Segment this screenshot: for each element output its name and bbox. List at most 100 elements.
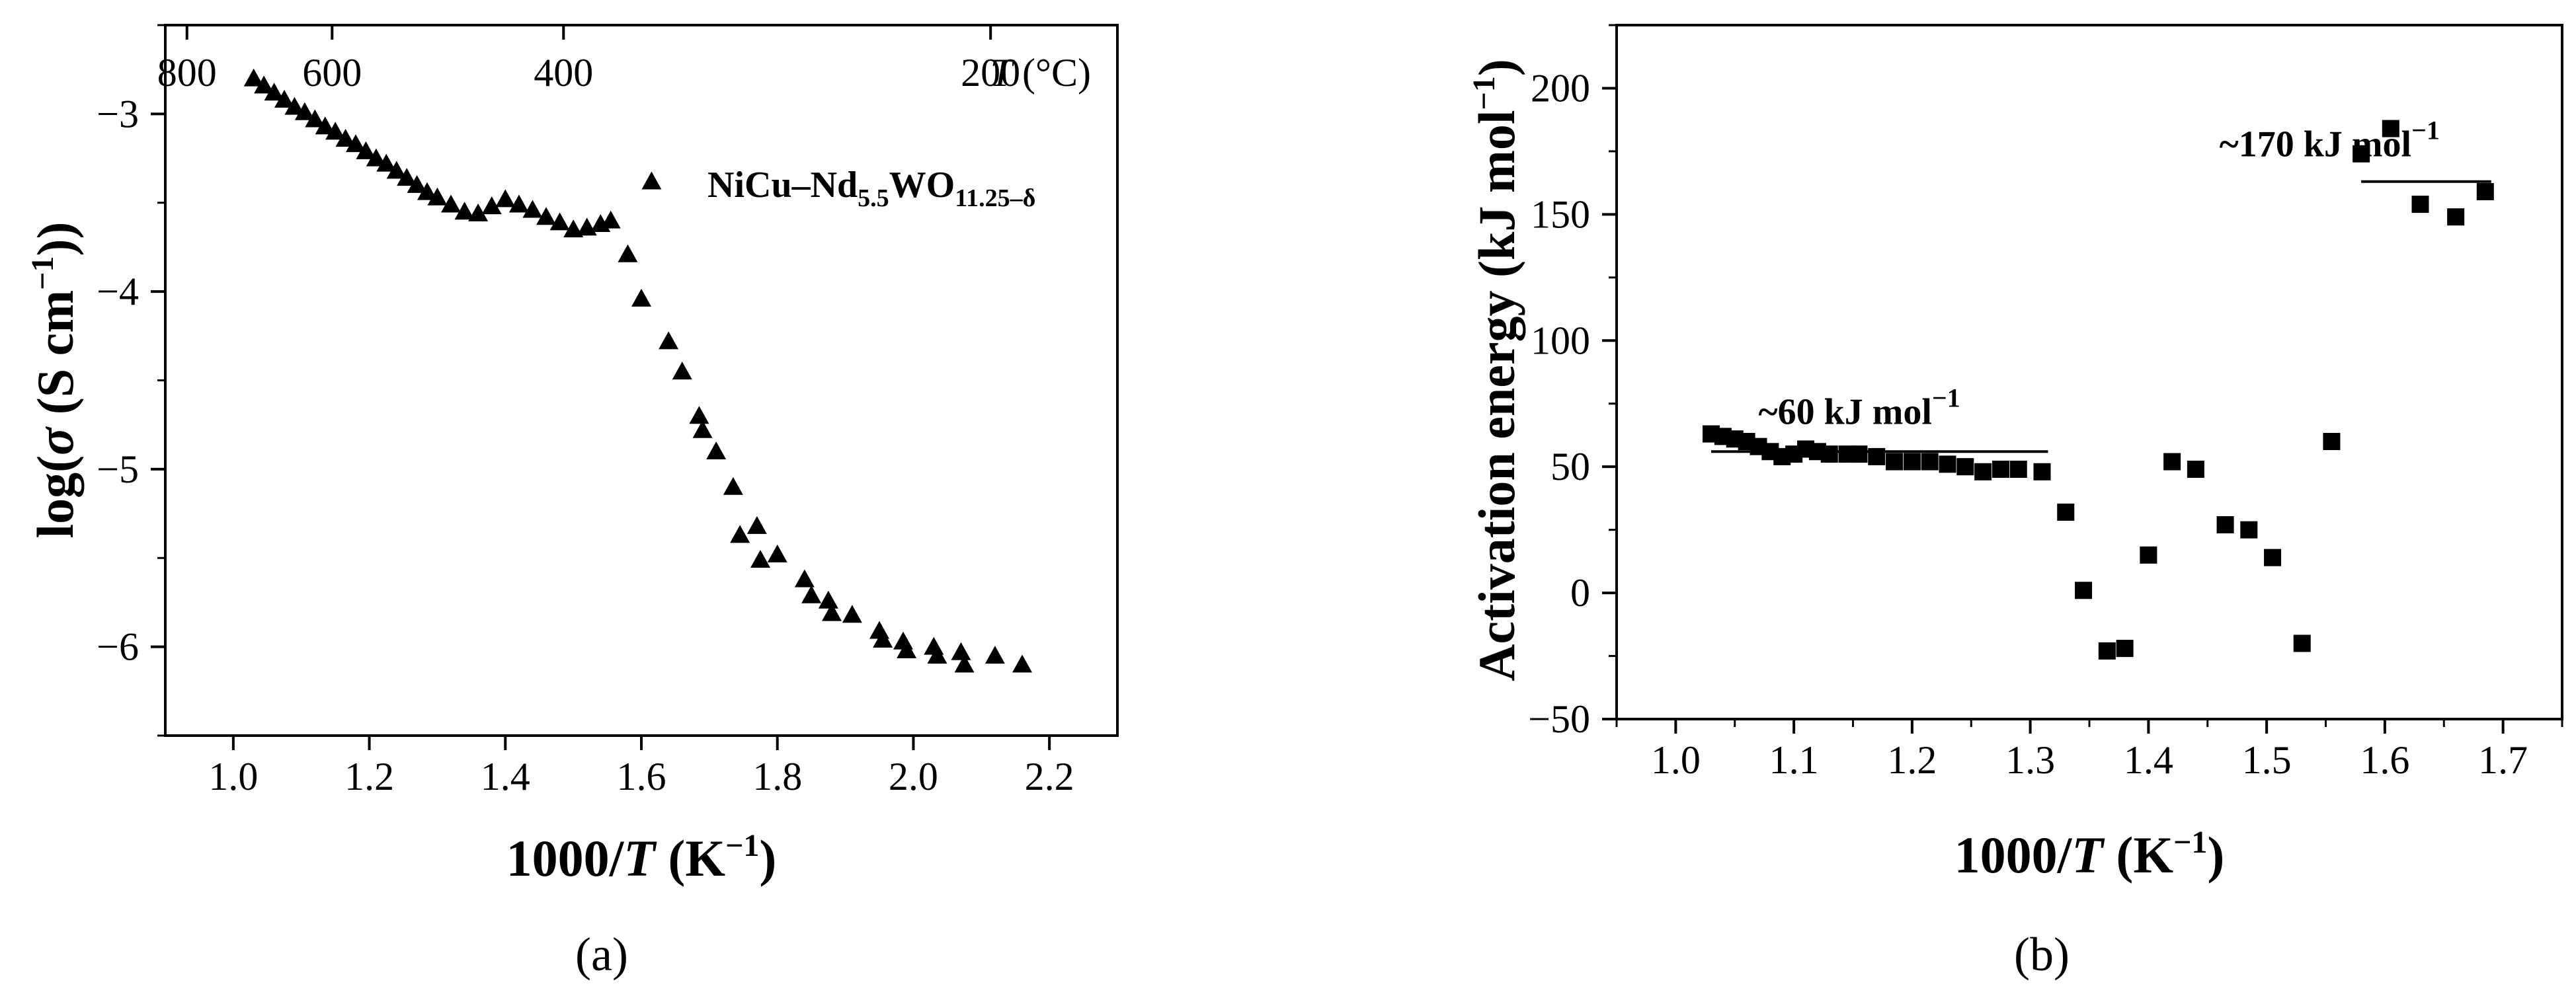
panel-a-data-point bbox=[954, 654, 975, 673]
panel-b-annotations: ~60 kJ mol−1 ~170 kJ mol−1 bbox=[1759, 116, 2440, 433]
panel-b-data-point bbox=[1974, 463, 1992, 480]
panel-a-data-point bbox=[386, 161, 407, 179]
panel-a-data-point bbox=[730, 525, 750, 543]
panel-a-data-point bbox=[689, 406, 709, 424]
panel-a-data-point bbox=[842, 605, 862, 623]
panel-a-data-point bbox=[454, 202, 475, 220]
panel-a-y-axis-title: log(σ (S cm−1)) bbox=[25, 222, 84, 539]
panel-a-plot-frame bbox=[164, 24, 1119, 737]
panel-a-y-tick-label: −6 bbox=[97, 625, 139, 669]
panel-a-data-point bbox=[706, 441, 727, 459]
panel-a-data-point bbox=[376, 153, 397, 172]
panel-b-y-tick-label: 50 bbox=[1550, 445, 1590, 488]
panel-b-y-tick-label: 200 bbox=[1531, 66, 1590, 110]
panel-b-x-tick-label: 1.4 bbox=[2124, 738, 2173, 782]
panel-b-data-point bbox=[1903, 453, 1921, 471]
panel-b-y-ticks: −50 0 50 100 150 200 bbox=[1528, 24, 1617, 741]
panel-a-data-point bbox=[468, 203, 489, 221]
panel-a-data-point bbox=[631, 288, 651, 307]
panel-a-data-point bbox=[746, 516, 767, 534]
panel-a-data-point bbox=[427, 187, 448, 206]
panel-b-x-axis-title: 1000/T (K−1) bbox=[1954, 825, 2225, 884]
panel-b-data-point bbox=[2476, 183, 2494, 200]
panel-b-data-point bbox=[2009, 461, 2027, 478]
panel-a-x-tick-label: 2.2 bbox=[1025, 755, 1074, 798]
panel-a-data-point bbox=[294, 102, 315, 120]
panel-a-data-point bbox=[254, 75, 274, 94]
panel-a-data-point bbox=[822, 603, 842, 621]
panel-a-data-point bbox=[346, 134, 366, 153]
panel-b-data-point bbox=[2411, 196, 2429, 213]
panel-a-data-points bbox=[243, 68, 1032, 673]
panel-a-data-point bbox=[522, 200, 543, 218]
panel-b-y-tick-label: 0 bbox=[1570, 571, 1590, 615]
panel-a-data-point bbox=[873, 629, 893, 648]
panel-a-x-tick-label: 1.8 bbox=[752, 755, 802, 798]
panel-a-data-point bbox=[264, 83, 284, 101]
panel-a-data-point bbox=[801, 585, 822, 603]
panel-b-data-point bbox=[2382, 120, 2399, 137]
panel-a-data-point bbox=[407, 174, 427, 193]
panel-b-x-tick-label: 1.0 bbox=[1651, 738, 1701, 782]
panel-a-data-point bbox=[750, 549, 770, 568]
panel-a-data-point bbox=[284, 96, 305, 115]
panel-a-y-ticks: −3 −4 −5 −6 bbox=[97, 24, 165, 737]
panel-a-data-point bbox=[659, 331, 679, 350]
panel-b-data-point bbox=[1956, 458, 1974, 476]
panel-a-x-tick-label: 1.4 bbox=[481, 755, 530, 798]
panel-a-data-point bbox=[495, 189, 516, 208]
panel-b-data-point bbox=[2033, 463, 2051, 480]
panel-b-data-point bbox=[2323, 433, 2341, 450]
panel-a-data-point bbox=[274, 89, 294, 108]
panel-b-data-point bbox=[2140, 546, 2157, 564]
panel-a-data-point bbox=[417, 182, 437, 200]
panel-a-data-point bbox=[723, 477, 743, 495]
panel-a-x-tick-label: 2.0 bbox=[889, 755, 938, 798]
panel-a-data-point bbox=[767, 544, 787, 562]
panel-a-x-tick-label: 1.6 bbox=[617, 755, 666, 798]
panel-a-data-point bbox=[618, 244, 638, 262]
panel-a-data-point bbox=[366, 148, 386, 167]
panel-a-y-tick-label: −5 bbox=[97, 447, 139, 491]
panel-a-x-tick-label: 1.0 bbox=[208, 755, 258, 798]
panel-b-data-point bbox=[1850, 445, 1868, 463]
panel-a-chart: 1.0 1.2 1.4 1.6 1.8 2.0 2.2 −3 −4 −5 −6 800 600 400… bbox=[25, 24, 1119, 981]
panel-a-data-point bbox=[897, 640, 917, 658]
panel-b-x-tick-label: 1.2 bbox=[1887, 738, 1937, 782]
panel-b-data-point bbox=[1939, 455, 1956, 473]
panel-a-top-axis-title: T (°C) bbox=[990, 51, 1091, 95]
panel-a-data-point bbox=[305, 109, 325, 128]
panel-b-chart: 1.0 1.1 1.2 1.3 1.4 1.5 1.6 1.7 −50 0 50 100 150 200… bbox=[1467, 24, 2563, 981]
panel-b-data-point bbox=[2163, 453, 2181, 471]
panel-a-data-point bbox=[1012, 654, 1032, 673]
panel-b-annotation: ~60 kJ mol−1 bbox=[1759, 383, 1960, 432]
panel-a-data-point bbox=[335, 129, 356, 147]
panel-a-y-tick-label: −3 bbox=[97, 92, 139, 135]
panel-b-x-tick-label: 1.3 bbox=[2005, 738, 2055, 782]
panel-a-x-tick-label: 1.2 bbox=[344, 755, 394, 798]
panel-a-top-tick-label: 600 bbox=[302, 51, 362, 95]
panel-b-y-tick-label: 100 bbox=[1531, 319, 1590, 362]
panel-a-data-point bbox=[397, 168, 417, 186]
panel-b-data-point bbox=[2187, 461, 2204, 478]
panel-b-y-axis-title: Activation energy (kJ mol−1) bbox=[1467, 59, 1525, 681]
panel-b-y-tick-label: 150 bbox=[1531, 192, 1590, 236]
panel-a-data-point bbox=[243, 68, 264, 87]
panel-b-label: (b) bbox=[2014, 928, 2070, 981]
panel-a-label: (a) bbox=[575, 928, 628, 981]
panel-a-data-point bbox=[325, 122, 346, 140]
panel-b-x-tick-label: 1.6 bbox=[2360, 738, 2409, 782]
panel-a-x-axis-title: 1000/T (K−1) bbox=[506, 828, 777, 887]
panel-a-data-point bbox=[356, 141, 376, 159]
panel-a-top-tick-label: 400 bbox=[534, 51, 593, 95]
panel-a-data-point bbox=[441, 194, 461, 213]
panel-b-data-point bbox=[2216, 516, 2234, 533]
panel-b-data-point bbox=[2057, 503, 2075, 521]
panel-b-data-point bbox=[1921, 453, 1939, 471]
panel-b-x-ticks: 1.0 1.1 1.2 1.3 1.4 1.5 1.6 1.7 bbox=[1615, 719, 2563, 782]
panel-a-data-point bbox=[985, 646, 1005, 664]
panel-b-data-point bbox=[2116, 640, 2134, 658]
panel-b-data-point bbox=[2240, 521, 2258, 539]
panel-b-data-point bbox=[2447, 208, 2465, 226]
